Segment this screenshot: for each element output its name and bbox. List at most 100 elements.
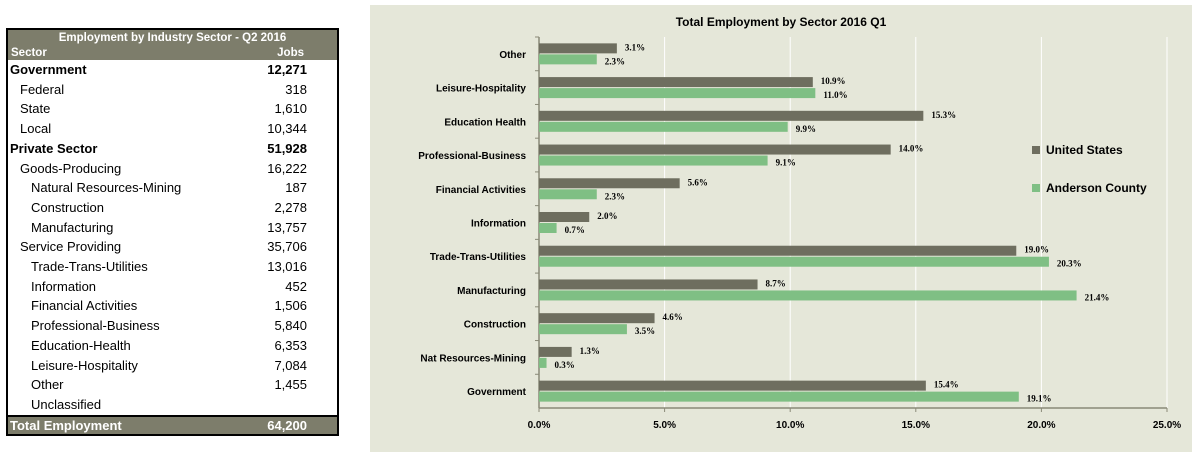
x-tick-label: 0.0% <box>528 420 551 431</box>
category-label: Education Health <box>444 117 526 128</box>
category-label: Nat Resources-Mining <box>420 353 526 364</box>
bar-anderson-county <box>539 391 1019 402</box>
data-label: 8.7% <box>766 278 786 288</box>
table-header-row: Sector Jobs <box>7 46 338 60</box>
data-label: 1.3% <box>580 346 600 356</box>
row-label: Information <box>31 278 97 294</box>
bar-anderson-county <box>539 121 788 132</box>
table-row: Professional-Business 5,840 <box>7 316 338 336</box>
data-label: 21.4% <box>1085 292 1110 302</box>
legend-label: Anderson County <box>1046 181 1147 195</box>
row-value: 1,455 <box>274 377 307 393</box>
bar-united-states <box>539 346 572 357</box>
category-label: Information <box>471 219 526 230</box>
data-label: 3.1% <box>625 42 645 52</box>
table-row: Financial Activities 1,506 <box>7 296 338 316</box>
data-label: 9.1% <box>776 158 796 168</box>
row-label: Construction <box>31 199 104 215</box>
table-row: Manufacturing 13,757 <box>7 218 338 238</box>
data-label: 19.0% <box>1024 245 1049 255</box>
row-value: 1,506 <box>274 298 307 314</box>
legend-label: United States <box>1046 143 1123 157</box>
bar-anderson-county <box>539 357 547 368</box>
row-value: 10,344 <box>267 121 307 137</box>
legend-swatch <box>1032 146 1040 154</box>
bar-anderson-county <box>539 88 816 99</box>
bar-united-states <box>539 245 1017 256</box>
bar-anderson-county <box>539 223 557 233</box>
table-row: Private Sector 51,928 <box>7 139 338 159</box>
bar-anderson-county <box>539 54 597 65</box>
data-label: 15.4% <box>934 380 959 390</box>
table-row: Trade-Trans-Utilities 13,016 <box>7 257 338 277</box>
row-label: Local <box>20 121 52 137</box>
x-tick-label: 25.0% <box>1153 420 1181 431</box>
table-row: Service Providing 35,706 <box>7 237 338 257</box>
data-label: 2.3% <box>605 191 625 201</box>
data-label: 20.3% <box>1057 259 1082 269</box>
category-label: Construction <box>464 320 526 331</box>
row-value: 1,610 <box>274 101 307 117</box>
x-tick-label: 5.0% <box>653 420 676 431</box>
bar-united-states <box>539 110 924 121</box>
table-row: Other 1,455 <box>7 375 338 395</box>
table-title: Employment by Industry Sector - Q2 2016 <box>7 29 338 46</box>
header-sector: Sector <box>7 46 268 60</box>
table-row: Leisure-Hospitality 7,084 <box>7 356 338 376</box>
bar-anderson-county <box>539 290 1077 301</box>
table-row: Unclassified <box>7 395 338 416</box>
total-value: 64,200 <box>267 414 338 435</box>
data-label: 15.3% <box>931 110 956 120</box>
data-label: 11.0% <box>823 90 847 100</box>
table-title-row: Employment by Industry Sector - Q2 2016 <box>7 29 338 46</box>
row-value <box>267 395 338 416</box>
total-row: Total Employment 64,200 <box>7 414 338 435</box>
row-label: Financial Activities <box>31 298 138 314</box>
chart-svg: Total Employment by Sector 2016 Q1 0.0% 5.… <box>418 15 1181 431</box>
x-tick-label: 15.0% <box>902 420 930 431</box>
bar-united-states <box>539 144 891 155</box>
row-value: 452 <box>285 278 307 294</box>
row-label: Manufacturing <box>31 219 114 235</box>
row-label: Federal <box>20 81 65 97</box>
table-row: Construction 2,278 <box>7 198 338 218</box>
row-value: 35,706 <box>267 239 307 255</box>
category-label: Leisure-Hospitality <box>436 84 526 95</box>
data-label: 14.0% <box>899 144 924 154</box>
row-label: Professional-Business <box>31 318 160 334</box>
row-label: Education-Health <box>31 337 131 353</box>
row-label: Other <box>31 377 64 393</box>
row-value: 187 <box>285 180 307 196</box>
chart-title: Total Employment by Sector 2016 Q1 <box>676 15 887 29</box>
row-value: 13,016 <box>267 259 307 275</box>
x-tick-label: 10.0% <box>776 420 804 431</box>
data-label: 0.3% <box>555 360 575 370</box>
category-label: Financial Activities <box>436 185 527 196</box>
row-label: Leisure-Hospitality <box>31 357 138 373</box>
data-label: 2.0% <box>597 211 617 221</box>
data-label: 19.1% <box>1027 394 1052 404</box>
category-label: Other <box>499 50 526 61</box>
row-value: 13,757 <box>267 219 307 235</box>
table-row: Federal 318 <box>7 80 338 100</box>
table-row: Education-Health 6,353 <box>7 336 338 356</box>
bar-anderson-county <box>539 155 768 166</box>
bar-united-states <box>539 178 680 189</box>
category-label: Professional-Business <box>418 151 526 162</box>
row-label: Government <box>10 62 87 77</box>
legend-swatch <box>1032 184 1040 192</box>
employment-table-grid: Employment by Industry Sector - Q2 2016 … <box>6 28 339 436</box>
bar-united-states <box>539 212 590 222</box>
bar-united-states <box>539 380 926 391</box>
bar-united-states <box>539 279 758 290</box>
bar-united-states <box>539 77 813 88</box>
row-value: 6,353 <box>274 337 307 353</box>
row-label: Unclassified <box>31 396 102 412</box>
category-label: Manufacturing <box>457 286 526 297</box>
table-row: State 1,610 <box>7 99 338 119</box>
data-label: 3.5% <box>635 326 655 336</box>
table-row: Information 452 <box>7 277 338 297</box>
category-label: Government <box>467 387 527 398</box>
row-label: State <box>20 101 51 117</box>
table-row: Goods-Producing 16,222 <box>7 159 338 179</box>
